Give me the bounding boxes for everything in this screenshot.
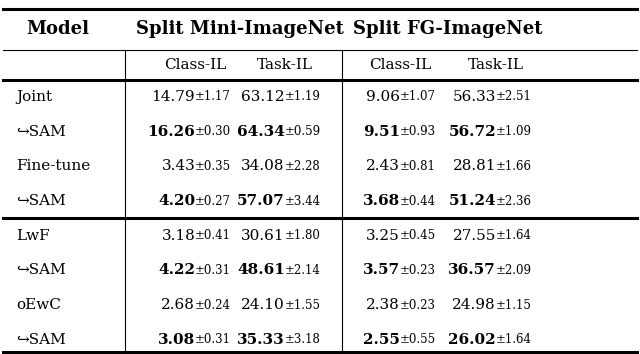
Text: 27.55: 27.55 bbox=[452, 229, 496, 243]
Text: Split FG-ImageNet: Split FG-ImageNet bbox=[353, 20, 543, 38]
Text: 2.55: 2.55 bbox=[363, 333, 400, 347]
Text: 35.33: 35.33 bbox=[237, 333, 285, 347]
Text: Task-IL: Task-IL bbox=[468, 58, 524, 72]
Text: 9.51: 9.51 bbox=[363, 125, 400, 139]
Text: 64.34: 64.34 bbox=[237, 125, 285, 139]
Text: 63.12: 63.12 bbox=[241, 90, 285, 104]
Text: Joint: Joint bbox=[16, 90, 52, 104]
Text: ±2.09: ±2.09 bbox=[496, 264, 532, 277]
Text: Class-IL: Class-IL bbox=[369, 58, 431, 72]
Text: ±2.51: ±2.51 bbox=[496, 91, 532, 103]
Text: ±1.09: ±1.09 bbox=[496, 125, 532, 138]
Text: 56.72: 56.72 bbox=[449, 125, 496, 139]
Text: ±3.44: ±3.44 bbox=[285, 195, 321, 207]
Text: 3.08: 3.08 bbox=[158, 333, 195, 347]
Text: ±1.80: ±1.80 bbox=[285, 229, 321, 242]
Text: 30.61: 30.61 bbox=[241, 229, 285, 243]
Text: ±1.17: ±1.17 bbox=[195, 91, 231, 103]
Text: 48.61: 48.61 bbox=[237, 263, 285, 278]
Text: 3.57: 3.57 bbox=[363, 263, 400, 278]
Text: ±3.18: ±3.18 bbox=[285, 333, 321, 346]
Text: ±1.64: ±1.64 bbox=[496, 229, 532, 242]
Text: ±0.31: ±0.31 bbox=[195, 264, 231, 277]
Text: LwF: LwF bbox=[16, 229, 50, 243]
Text: ±0.93: ±0.93 bbox=[400, 125, 436, 138]
Text: 2.38: 2.38 bbox=[366, 298, 400, 312]
Text: 3.43: 3.43 bbox=[161, 159, 195, 173]
Text: ±0.55: ±0.55 bbox=[400, 333, 436, 346]
Text: 56.33: 56.33 bbox=[452, 90, 496, 104]
Text: 2.68: 2.68 bbox=[161, 298, 195, 312]
Text: ±0.31: ±0.31 bbox=[195, 333, 231, 346]
Text: ±0.24: ±0.24 bbox=[195, 299, 231, 312]
Text: ±0.23: ±0.23 bbox=[400, 264, 436, 277]
Text: 34.08: 34.08 bbox=[241, 159, 285, 173]
Text: ±2.14: ±2.14 bbox=[285, 264, 321, 277]
Text: ±0.41: ±0.41 bbox=[195, 229, 231, 242]
Text: ±1.55: ±1.55 bbox=[285, 299, 321, 312]
Text: 14.79: 14.79 bbox=[152, 90, 195, 104]
Text: 24.98: 24.98 bbox=[452, 298, 496, 312]
Text: 26.02: 26.02 bbox=[449, 333, 496, 347]
Text: ±1.07: ±1.07 bbox=[400, 91, 436, 103]
Text: 3.25: 3.25 bbox=[366, 229, 400, 243]
Text: ↪SAM: ↪SAM bbox=[16, 263, 66, 278]
Text: ±0.27: ±0.27 bbox=[195, 195, 231, 207]
Text: ±0.59: ±0.59 bbox=[285, 125, 321, 138]
Text: 4.20: 4.20 bbox=[158, 194, 195, 208]
Text: 9.06: 9.06 bbox=[366, 90, 400, 104]
Text: 57.07: 57.07 bbox=[237, 194, 285, 208]
Text: ↪SAM: ↪SAM bbox=[16, 194, 66, 208]
Text: ±1.19: ±1.19 bbox=[285, 91, 321, 103]
Text: 28.81: 28.81 bbox=[452, 159, 496, 173]
Text: 24.10: 24.10 bbox=[241, 298, 285, 312]
Text: Model: Model bbox=[26, 20, 89, 38]
Text: ±0.44: ±0.44 bbox=[400, 195, 436, 207]
Text: ↪SAM: ↪SAM bbox=[16, 333, 66, 347]
Text: ±0.35: ±0.35 bbox=[195, 160, 231, 173]
Text: ±1.66: ±1.66 bbox=[496, 160, 532, 173]
Text: oEwC: oEwC bbox=[16, 298, 61, 312]
Text: ±1.15: ±1.15 bbox=[496, 299, 532, 312]
Text: ±2.28: ±2.28 bbox=[285, 160, 321, 173]
Text: ±0.23: ±0.23 bbox=[400, 299, 436, 312]
Text: ±0.45: ±0.45 bbox=[400, 229, 436, 242]
Text: 3.68: 3.68 bbox=[363, 194, 400, 208]
Text: Fine-tune: Fine-tune bbox=[16, 159, 90, 173]
Text: 4.22: 4.22 bbox=[158, 263, 195, 278]
Text: 51.24: 51.24 bbox=[449, 194, 496, 208]
Text: ±0.30: ±0.30 bbox=[195, 125, 231, 138]
Text: ±0.81: ±0.81 bbox=[400, 160, 436, 173]
Text: 2.43: 2.43 bbox=[366, 159, 400, 173]
Text: Split Mini-ImageNet: Split Mini-ImageNet bbox=[136, 20, 344, 38]
Text: Task-IL: Task-IL bbox=[257, 58, 313, 72]
Text: 16.26: 16.26 bbox=[147, 125, 195, 139]
Text: ±1.64: ±1.64 bbox=[496, 333, 532, 346]
Text: 3.18: 3.18 bbox=[161, 229, 195, 243]
Text: Class-IL: Class-IL bbox=[164, 58, 227, 72]
Text: 36.57: 36.57 bbox=[448, 263, 496, 278]
Text: ±2.36: ±2.36 bbox=[496, 195, 532, 207]
Text: ↪SAM: ↪SAM bbox=[16, 125, 66, 139]
